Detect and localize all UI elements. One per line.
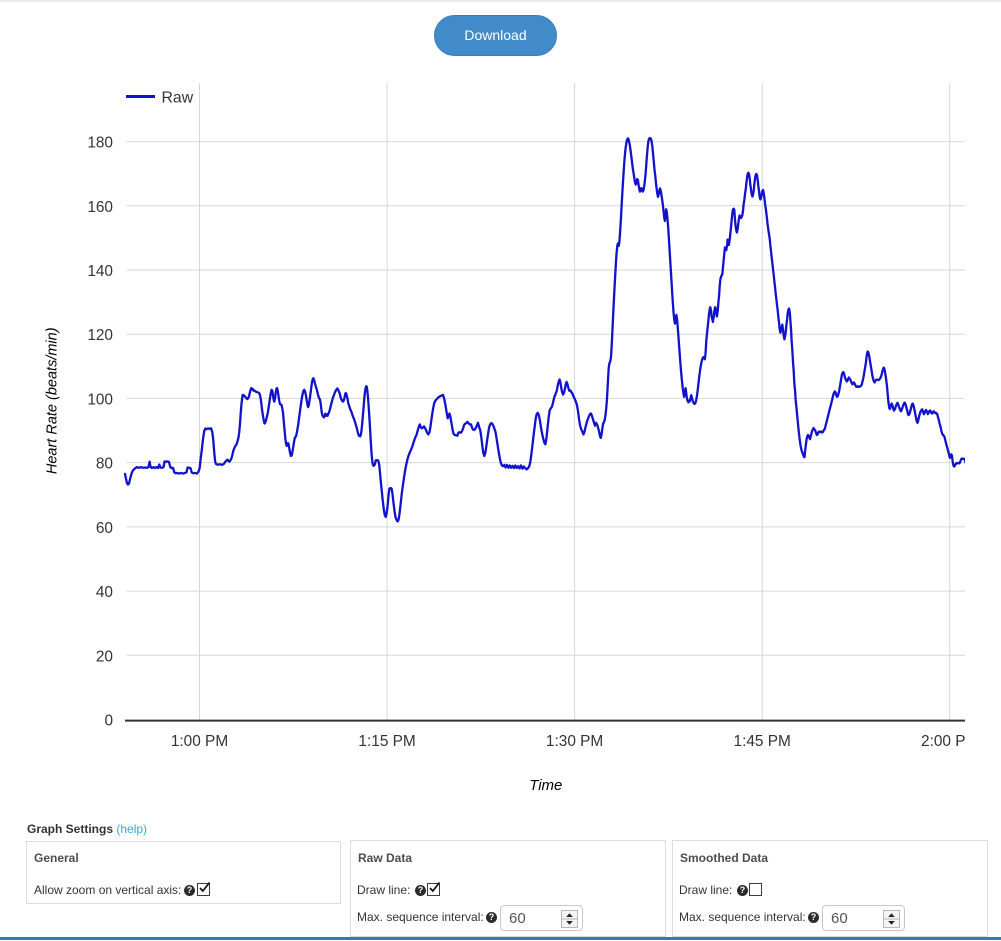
svg-text:Time: Time <box>529 777 562 794</box>
svg-text:80: 80 <box>96 456 113 473</box>
svg-text:40: 40 <box>96 584 113 601</box>
svg-text:20: 20 <box>96 648 113 665</box>
svg-text:1:30 PM: 1:30 PM <box>546 733 603 750</box>
svg-text:Heart Rate (beats/min): Heart Rate (beats/min) <box>45 327 61 474</box>
svg-text:1:45 PM: 1:45 PM <box>734 733 791 750</box>
svg-text:1:00 PM: 1:00 PM <box>171 733 228 750</box>
svg-text:2:00 PM: 2:00 PM <box>921 733 965 750</box>
svg-text:Raw: Raw <box>162 90 194 107</box>
svg-text:120: 120 <box>87 327 113 344</box>
svg-text:1:15 PM: 1:15 PM <box>358 733 415 750</box>
svg-text:100: 100 <box>87 391 113 408</box>
svg-text:60: 60 <box>96 520 113 537</box>
svg-text:160: 160 <box>87 199 113 216</box>
svg-text:180: 180 <box>87 135 113 152</box>
svg-text:140: 140 <box>87 263 113 280</box>
svg-text:0: 0 <box>104 713 113 730</box>
